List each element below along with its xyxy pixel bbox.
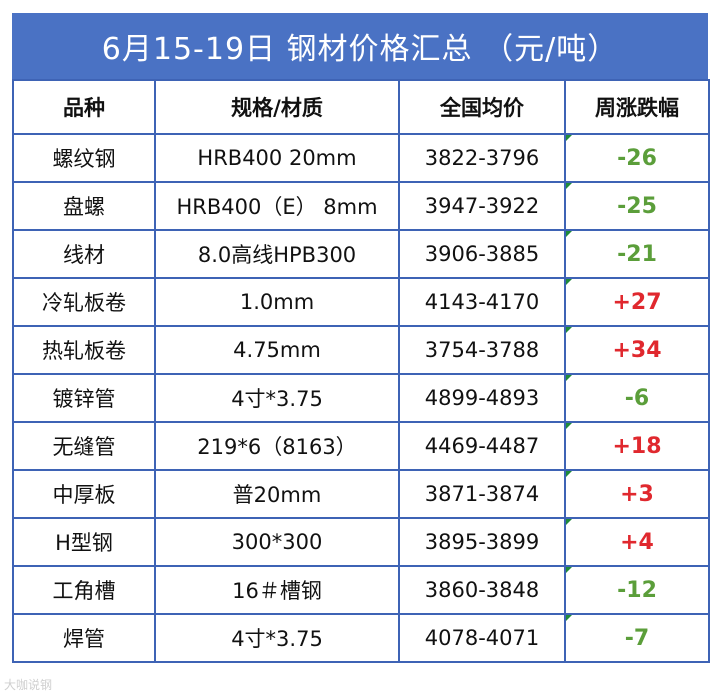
change-cell: +27 [564, 277, 710, 327]
spec-cell: 4.75mm [154, 325, 400, 375]
price-cell: 3860-3848 [398, 565, 566, 615]
change-cell: +18 [564, 421, 710, 471]
table-row: 冷轧板卷 1.0mm 4143-4170 +27 [12, 277, 710, 327]
table-row: 镀锌管 4寸*3.75 4899-4893 -6 [12, 373, 710, 423]
product-cell: 镀锌管 [12, 373, 156, 423]
change-cell: +4 [564, 517, 710, 567]
price-cell: 3754-3788 [398, 325, 566, 375]
spec-cell: 300*300 [154, 517, 400, 567]
product-cell: 中厚板 [12, 469, 156, 519]
change-cell: +3 [564, 469, 710, 519]
spec-cell: HRB400（E） 8mm [154, 181, 400, 231]
table-row: 无缝管 219*6（8163） 4469-4487 +18 [12, 421, 710, 471]
product-cell: 冷轧板卷 [12, 277, 156, 327]
header-price: 全国均价 [398, 79, 566, 135]
change-cell: -25 [564, 181, 710, 231]
price-cell: 3906-3885 [398, 229, 566, 279]
price-cell: 3822-3796 [398, 133, 566, 183]
change-cell: -6 [564, 373, 710, 423]
header-product: 品种 [12, 79, 156, 135]
spec-cell: 1.0mm [154, 277, 400, 327]
spec-cell: 16＃槽钢 [154, 565, 400, 615]
header-spec: 规格/材质 [154, 79, 400, 135]
watermark: 大咖说钢 [4, 678, 53, 692]
price-cell: 4469-4487 [398, 421, 566, 471]
spec-cell: 4寸*3.75 [154, 373, 400, 423]
spec-cell: 普20mm [154, 469, 400, 519]
price-cell: 4143-4170 [398, 277, 566, 327]
price-table: 品种 规格/材质 全国均价 周涨跌幅 螺纹钢 HRB400 20mm 3822-37… [12, 79, 710, 663]
product-cell: 螺纹钢 [12, 133, 156, 183]
table-row: 线材 8.0高线HPB300 3906-3885 -21 [12, 229, 710, 279]
product-cell: 盘螺 [12, 181, 156, 231]
table-row: 螺纹钢 HRB400 20mm 3822-3796 -26 [12, 133, 710, 183]
change-cell: -26 [564, 133, 710, 183]
header-row: 品种 规格/材质 全国均价 周涨跌幅 [12, 79, 710, 135]
spec-cell: HRB400 20mm [154, 133, 400, 183]
price-summary: 6月15-19日 钢材价格汇总 （元/吨） 品种 规格/材质 全国均价 周涨跌幅… [12, 13, 710, 663]
table-row: 中厚板 普20mm 3871-3874 +3 [12, 469, 710, 519]
table-row: 热轧板卷 4.75mm 3754-3788 +34 [12, 325, 710, 375]
product-cell: H型钢 [12, 517, 156, 567]
table-row: 焊管 4寸*3.75 4078-4071 -7 [12, 613, 710, 663]
price-cell: 4078-4071 [398, 613, 566, 663]
product-cell: 热轧板卷 [12, 325, 156, 375]
change-cell: +34 [564, 325, 710, 375]
product-cell: 线材 [12, 229, 156, 279]
price-cell: 3895-3899 [398, 517, 566, 567]
price-cell: 3947-3922 [398, 181, 566, 231]
table-row: 盘螺 HRB400（E） 8mm 3947-3922 -25 [12, 181, 710, 231]
table-row: 工角槽 16＃槽钢 3860-3848 -12 [12, 565, 710, 615]
spec-cell: 219*6（8163） [154, 421, 400, 471]
spec-cell: 4寸*3.75 [154, 613, 400, 663]
price-cell: 4899-4893 [398, 373, 566, 423]
product-cell: 焊管 [12, 613, 156, 663]
change-cell: -7 [564, 613, 710, 663]
table-title: 6月15-19日 钢材价格汇总 （元/吨） [12, 13, 708, 79]
product-cell: 工角槽 [12, 565, 156, 615]
product-cell: 无缝管 [12, 421, 156, 471]
change-cell: -21 [564, 229, 710, 279]
change-cell: -12 [564, 565, 710, 615]
spec-cell: 8.0高线HPB300 [154, 229, 400, 279]
table-row: H型钢 300*300 3895-3899 +4 [12, 517, 710, 567]
header-change: 周涨跌幅 [564, 79, 710, 135]
price-cell: 3871-3874 [398, 469, 566, 519]
